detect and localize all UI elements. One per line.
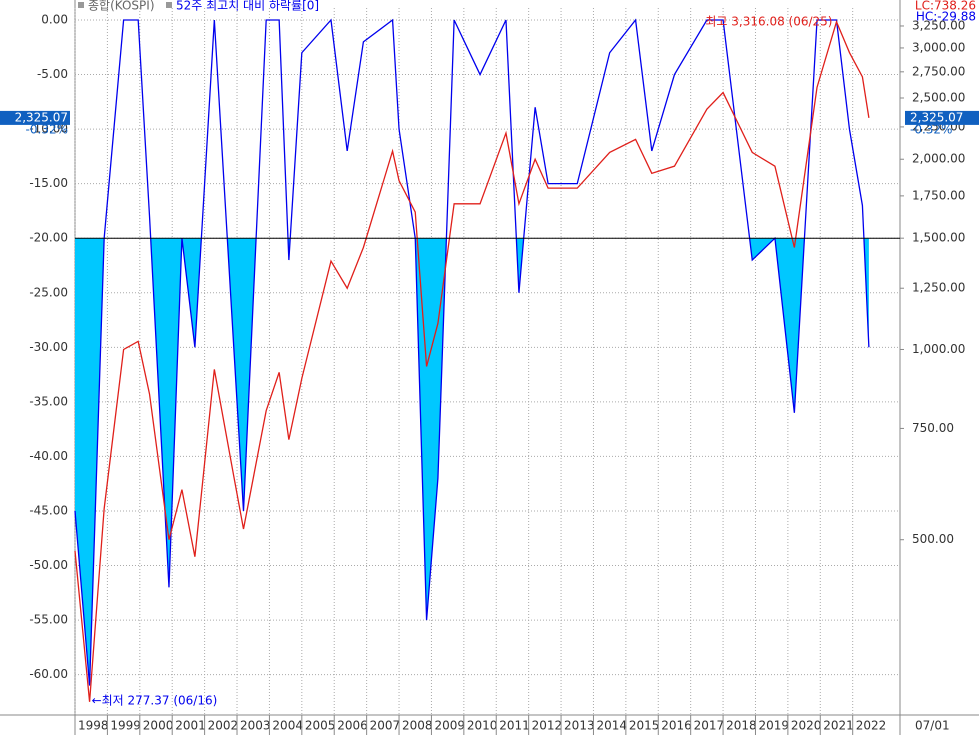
last-value-box (905, 110, 979, 125)
y-tick-label: -40.00 (29, 449, 68, 463)
series-line (74, 18, 870, 686)
y2-tick-label: 1,750.00 (912, 188, 965, 202)
series-line (74, 19, 870, 702)
y-tick-label: 0.00 (41, 13, 68, 27)
x-tick-label: 2016 (661, 719, 692, 733)
x-tick-label: 1999 (110, 719, 141, 733)
y-tick-label: -50.00 (29, 558, 68, 572)
y-tick-label: -15.00 (29, 176, 68, 190)
x-tick-label: 2003 (240, 719, 271, 733)
x-tick-label: 2000 (143, 719, 174, 733)
x-tick-label: 2006 (337, 719, 368, 733)
x-tick-label: 2011 (499, 719, 530, 733)
x-tick-label: 2005 (305, 719, 336, 733)
x-tick-label: 2009 (434, 719, 465, 733)
y2-tick-label: 2,000.00 (912, 152, 965, 166)
y-tick-label: -10.00 (29, 122, 68, 136)
y-tick-label: -30.00 (29, 340, 68, 354)
x-tick-label: 2007 (370, 719, 401, 733)
x-tick-label: 2022 (856, 719, 887, 733)
y2-tick-label: 1,500.00 (912, 231, 965, 245)
y2-tick-label: 3,250.00 (912, 18, 965, 32)
drawdown-fill (75, 238, 869, 686)
x-tick-label: 2019 (758, 719, 789, 733)
last-change: -0.32% (26, 122, 68, 136)
x-tick-label: 2002 (208, 719, 239, 733)
lc-label: LC:738.26 (915, 0, 976, 13)
y2-tick-label: 500.00 (912, 532, 954, 546)
legend-item: 52주 최고치 대비 하락률[0] (176, 0, 319, 13)
y2-tick-label: 2,500.00 (912, 90, 965, 104)
y-tick-label: -25.00 (29, 285, 68, 299)
x-tick-label: 2020 (791, 719, 822, 733)
last-value: 2,325.07 (15, 110, 68, 124)
last-value: 2,325.07 (910, 110, 963, 124)
y2-tick-label: 750.00 (912, 421, 954, 435)
x-tick-label: 2018 (726, 719, 757, 733)
y-tick-label: -55.00 (29, 613, 68, 627)
x-tick-label: 2017 (694, 719, 725, 733)
hc-label: HC:-29.88 (916, 10, 976, 24)
x-tick-label: 2001 (175, 719, 206, 733)
y2-tick-label: 1,250.00 (912, 281, 965, 295)
x-tick-label: 2012 (532, 719, 563, 733)
x-tick-label: 2015 (629, 719, 660, 733)
y-tick-label: -45.00 (29, 503, 68, 517)
last-value-box (0, 110, 70, 125)
y-tick-label: -60.00 (29, 667, 68, 681)
x-tick-label: 2010 (467, 719, 498, 733)
max-annotation: 최고 3,316.08 (06/25) (705, 15, 832, 29)
legend-item: 종합(KOSPI) (88, 0, 155, 13)
min-annotation: ←최저 277.37 (06/16) (92, 694, 218, 708)
y-tick-label: -5.00 (37, 67, 68, 81)
y-tick-label: -20.00 (29, 231, 68, 245)
legend-marker (78, 2, 84, 8)
date-label: 07/01 (915, 719, 950, 733)
last-change: -0.32% (910, 122, 952, 136)
x-tick-label: 2008 (402, 719, 433, 733)
x-tick-label: 2014 (596, 719, 627, 733)
y2-tick-label: 2,750.00 (912, 64, 965, 78)
x-tick-label: 2013 (564, 719, 595, 733)
y2-tick-label: 1,000.00 (912, 342, 965, 356)
y-tick-label: -35.00 (29, 394, 68, 408)
x-tick-label: 2021 (823, 719, 854, 733)
y2-tick-label: 3,000.00 (912, 40, 965, 54)
x-tick-label: 2004 (272, 719, 303, 733)
legend-marker (166, 2, 172, 8)
x-tick-label: 1998 (78, 719, 109, 733)
